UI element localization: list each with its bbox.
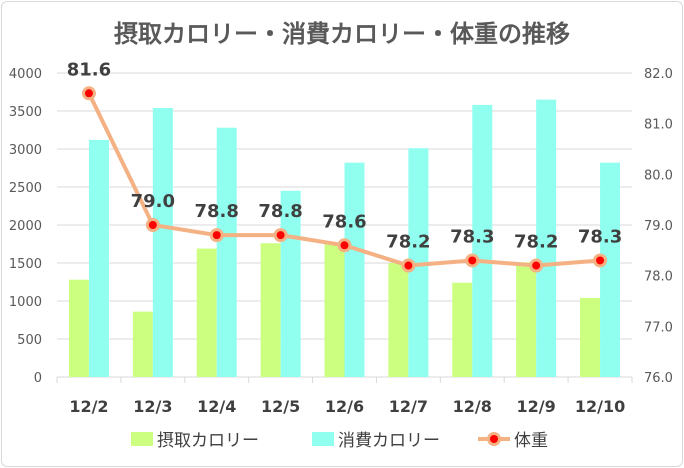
- bar-intake: [196, 248, 217, 377]
- x-tick-label: 12/6: [325, 397, 364, 416]
- weight-data-label: 78.2: [386, 232, 430, 253]
- y-right-tick-label: 76.0: [644, 371, 673, 386]
- bar-intake: [132, 311, 153, 377]
- y-left-tick-label: 3500: [9, 105, 42, 120]
- y-right-tick-label: 78.0: [644, 270, 673, 285]
- weight-marker: [596, 256, 605, 265]
- bar-burned: [152, 107, 173, 378]
- bar-intake: [324, 243, 345, 377]
- y-right-tick-label: 81.0: [644, 118, 673, 133]
- bar-burned: [408, 148, 429, 377]
- weight-marker: [212, 231, 221, 240]
- weight-data-label: 78.3: [450, 226, 494, 247]
- y-left-tick-label: 500: [17, 333, 42, 348]
- legend-label-burned: 消費カロリー: [338, 431, 440, 451]
- bar-intake: [580, 297, 601, 377]
- weight-data-label: 78.6: [322, 211, 366, 232]
- weight-data-label: 78.8: [258, 201, 302, 222]
- x-tick-label: 12/5: [261, 397, 300, 416]
- weight-marker: [468, 256, 477, 265]
- legend-swatch-intake: [131, 432, 153, 446]
- y-right-tick-label: 79.0: [644, 219, 673, 234]
- bar-burned: [88, 139, 109, 377]
- weight-data-label: 78.2: [514, 232, 558, 253]
- weight-data-label: 79.0: [131, 191, 175, 212]
- weight-marker: [532, 261, 541, 270]
- bar-burned: [344, 162, 365, 377]
- bar-intake: [516, 262, 537, 377]
- legend-marker: [490, 435, 498, 443]
- x-tick-label: 12/10: [575, 397, 625, 416]
- x-tick-label: 12/7: [389, 397, 428, 416]
- bar-intake: [388, 263, 409, 377]
- y-left-tick-label: 3000: [9, 143, 42, 158]
- x-tick-label: 12/4: [197, 397, 236, 416]
- y-left-tick-label: 2500: [9, 181, 42, 196]
- y-right-tick-label: 77.0: [644, 320, 673, 335]
- y-left-tick-label: 0: [34, 371, 42, 386]
- x-tick-label: 12/8: [453, 397, 492, 416]
- bar-burned: [472, 104, 493, 378]
- weight-marker: [276, 231, 285, 240]
- y-left-tick-label: 1500: [9, 257, 42, 272]
- weight-marker: [404, 261, 413, 270]
- x-tick-label: 12/9: [517, 397, 556, 416]
- x-tick-label: 12/2: [69, 397, 108, 416]
- weight-data-label: 78.8: [195, 201, 239, 222]
- bar-burned: [600, 162, 621, 377]
- bar-intake: [260, 243, 281, 377]
- weight-marker: [148, 221, 157, 229]
- y-left-tick-label: 2000: [9, 219, 42, 234]
- weight-data-label: 78.3: [578, 226, 622, 247]
- x-tick-label: 12/3: [133, 397, 172, 416]
- y-right-tick-label: 82.0: [644, 67, 673, 82]
- legend-label-weight: 体重: [514, 431, 548, 451]
- bar-intake: [68, 279, 89, 377]
- weight-data-label: 81.6: [67, 59, 111, 80]
- y-left-tick-label: 4000: [9, 67, 42, 82]
- y-right-tick-label: 80.0: [644, 168, 673, 183]
- y-left-tick-label: 1000: [9, 295, 42, 310]
- legend-swatch-burned: [312, 432, 334, 446]
- bar-burned: [216, 127, 237, 377]
- weight-marker: [84, 89, 93, 98]
- chart-title: 摂取カロリー・消費カロリー・体重の推移: [114, 20, 570, 48]
- legend-label-intake: 摂取カロリー: [157, 431, 259, 451]
- bar-intake: [452, 282, 473, 377]
- weight-marker: [340, 241, 349, 250]
- bar-burned: [536, 99, 557, 377]
